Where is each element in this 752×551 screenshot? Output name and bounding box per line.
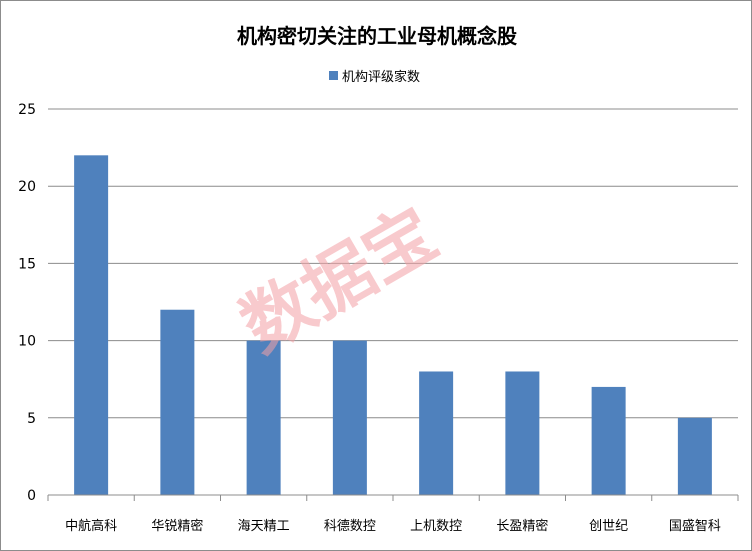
y-tick-label: 0 [27, 488, 36, 504]
bars [74, 155, 712, 495]
legend: 机构评级家数 [329, 69, 420, 85]
x-tick-label: 创世纪 [589, 519, 628, 534]
x-tick-label: 中航高科 [65, 518, 117, 534]
y-tick-label: 15 [18, 256, 36, 272]
bar [419, 371, 454, 495]
x-tick-label: 国盛智科 [669, 519, 721, 534]
x-tick-label: 华锐精密 [151, 518, 203, 534]
y-tick-label: 20 [18, 179, 36, 195]
bar [332, 340, 367, 495]
x-axis [47, 494, 739, 501]
y-axis-ticks: 0 5 10 15 20 25 [18, 102, 36, 504]
bar [677, 417, 712, 495]
y-tick-label: 10 [18, 334, 36, 350]
x-tick-label: 上机数控 [410, 519, 462, 534]
x-axis-labels: 中航高科 华锐精密 海天精工 科德数控 上机数控 长盈精密 创世纪 国盛智科 [65, 518, 721, 534]
y-tick-label: 5 [27, 411, 36, 427]
x-tick-label: 海天精工 [238, 519, 290, 534]
y-tick-label: 25 [18, 102, 36, 118]
chart-title: 机构密切关注的工业母机概念股 [237, 24, 517, 48]
bar [591, 386, 626, 495]
legend-label: 机构评级家数 [342, 69, 420, 85]
legend-swatch [329, 71, 338, 80]
gridlines [48, 108, 738, 496]
bar [74, 155, 109, 495]
bar [160, 309, 195, 495]
bar [505, 371, 540, 495]
bar [246, 340, 281, 495]
x-tick-label: 科德数控 [324, 519, 376, 534]
x-tick-label: 长盈精密 [496, 518, 548, 534]
